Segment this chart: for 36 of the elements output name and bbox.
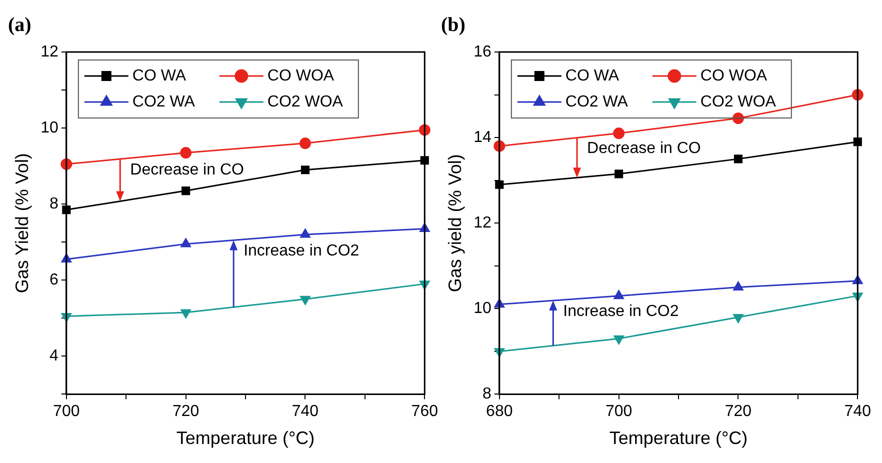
annotation: Decrease in CO [130, 161, 244, 178]
y-tick-label: 8 [482, 386, 492, 403]
x-tick-label: 700 [53, 403, 80, 420]
chart-title: (a) [8, 14, 32, 36]
x-tick-label: 720 [172, 403, 200, 420]
annotation: Increase in CO2 [563, 302, 679, 320]
legend-label: CO WA [132, 67, 186, 84]
annotation: Decrease in CO [587, 140, 701, 158]
y-tick-label: 14 [474, 128, 492, 146]
legend-label: CO WOA [700, 67, 768, 84]
y-tick-label: 12 [474, 214, 492, 232]
y-tick-label: 12 [40, 43, 58, 60]
y-tick-label: 4 [49, 348, 58, 365]
legend-label: CO2 WOA [700, 93, 776, 110]
y-tick-label: 6 [49, 272, 58, 289]
y-tick-label: 16 [474, 43, 492, 60]
legend-label: CO WOA [267, 67, 334, 84]
y-axis-title: Gas Yield (% Vol) [12, 153, 32, 294]
x-tick-label: 680 [486, 403, 513, 420]
y-tick-label: 10 [40, 119, 58, 136]
x-tick-label: 740 [292, 403, 319, 420]
legend-label: CO WA [565, 67, 620, 84]
x-axis-title: Temperature (°C) [609, 428, 748, 448]
legend-label: CO2 WA [132, 93, 196, 110]
x-tick-label: 700 [605, 403, 632, 420]
y-tick-label: 10 [474, 300, 492, 318]
y-axis-title: Gas yield (% Vol) [444, 154, 465, 292]
legend-label: CO2 WA [565, 93, 628, 110]
chart-title: (b) [441, 14, 466, 36]
x-tick-label: 720 [724, 403, 752, 420]
legend-label: CO2 WOA [267, 93, 344, 110]
y-tick-label: 8 [49, 195, 58, 212]
x-axis-title: Temperature (°C) [176, 428, 315, 448]
x-tick-label: 740 [844, 403, 872, 420]
annotation: Increase in CO2 [244, 242, 360, 260]
x-tick-label: 760 [411, 403, 438, 420]
